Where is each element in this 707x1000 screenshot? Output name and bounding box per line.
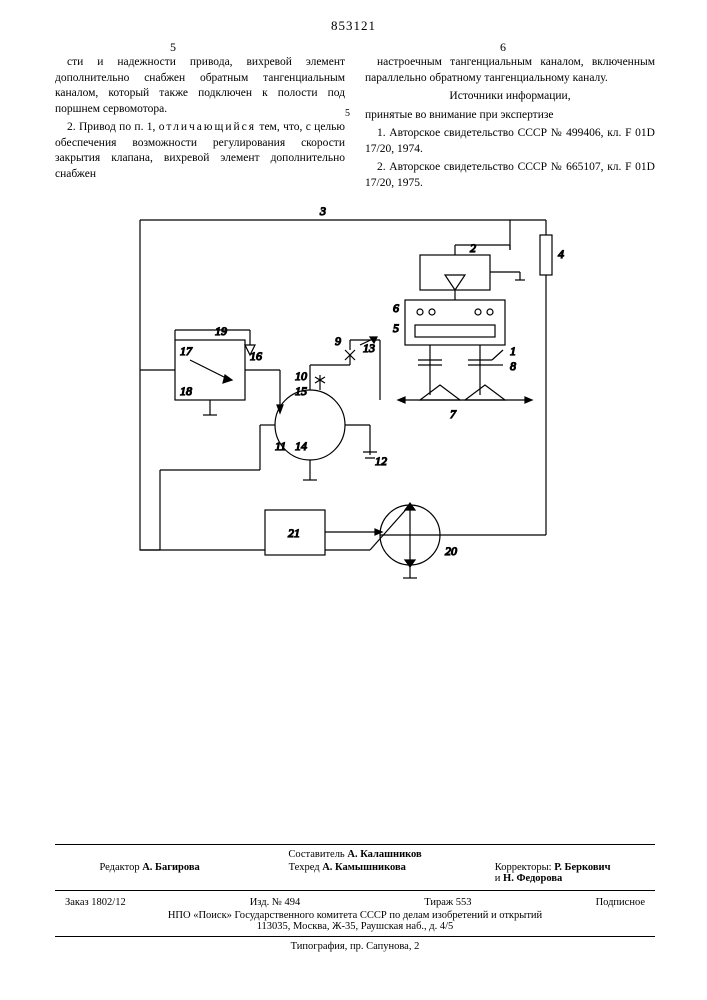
diagram-label-2: 2 — [470, 241, 476, 255]
diagram-label-7: 7 — [450, 407, 457, 421]
left-page-number: 5 — [170, 40, 176, 55]
diagram-label-17: 17 — [180, 344, 193, 358]
composer-line: Составитель А. Калашников — [55, 849, 655, 860]
right-p5: 2. Авторское свидетельство СССР № 665107… — [365, 160, 655, 191]
left-column: сти и надежности привода, вихревой элеме… — [55, 55, 345, 194]
order-row: Заказ 1802/12 Изд. № 494 Тираж 553 Подпи… — [55, 895, 655, 910]
diagram-label-11: 11 — [275, 439, 286, 453]
right-page-number: 6 — [500, 40, 506, 55]
right-column: настроечным тангенциальным каналом, вклю… — [365, 55, 655, 194]
diagram-label-14: 14 — [295, 439, 307, 453]
schematic-diagram: 3 4 2 6 5 1 8 — [120, 200, 580, 600]
diagram-label-1: 1 — [510, 344, 516, 358]
left-p1: сти и надежности привода, вихревой элеме… — [55, 55, 345, 117]
right-p3: принятые во внимание при экспертизе — [365, 108, 655, 124]
footer: Составитель А. Калашников Редактор А. Ба… — [55, 840, 655, 952]
right-p2: Источники информации, — [365, 89, 655, 105]
diagram-label-4: 4 — [558, 247, 564, 261]
diagram-label-6: 6 — [393, 301, 399, 315]
org-line: НПО «Поиск» Государственного комитета СС… — [55, 910, 655, 921]
diagram-label-18: 18 — [180, 384, 192, 398]
diagram-label-3: 3 — [319, 204, 326, 218]
diagram-label-10: 10 — [295, 369, 307, 383]
diagram-label-5: 5 — [393, 321, 399, 335]
diagram-label-21: 21 — [288, 526, 300, 540]
diagram-label-15: 15 — [295, 384, 307, 398]
diagram-label-8: 8 — [510, 359, 516, 373]
diagram-label-9: 9 — [335, 334, 341, 348]
right-p4: 1. Авторское свидетельство СССР № 499406… — [365, 126, 655, 157]
text-columns: сти и надежности привода, вихревой элеме… — [55, 55, 655, 194]
right-p1: настроечным тангенциальным каналом, вклю… — [365, 55, 655, 86]
diagram-label-12: 12 — [375, 454, 387, 468]
diagram-label-16: 16 — [250, 349, 262, 363]
left-p2: 2. Привод по п. 1, отличающийся тем, что… — [55, 120, 345, 182]
typography-line: Типография, пр. Сапунова, 2 — [55, 941, 655, 952]
diagram-label-19: 19 — [215, 324, 227, 338]
patent-number: 853121 — [0, 18, 707, 34]
addr-line: 113035, Москва, Ж-35, Раушская наб., д. … — [55, 921, 655, 932]
credits-row: Редактор А. Багирова Техред А. Камышнико… — [55, 860, 655, 886]
diagram-label-20: 20 — [445, 544, 457, 558]
